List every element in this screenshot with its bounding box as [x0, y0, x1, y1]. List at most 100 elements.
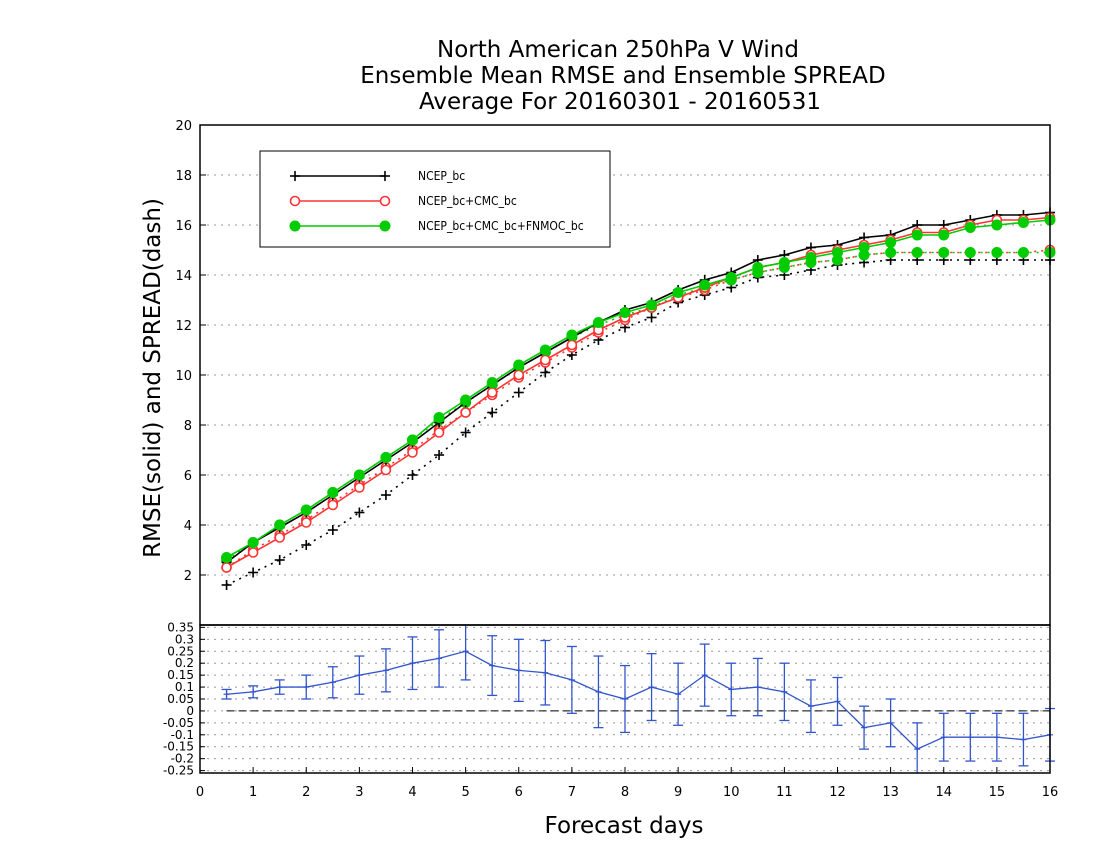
- series-rmse-ncep-bc-cmc-bc-fnmoc-bc-point: [407, 434, 418, 446]
- series-rmse-ncep-bc-cmc-bc-fnmoc-bc-point: [353, 469, 365, 481]
- difference-point: [276, 684, 283, 691]
- diff-y-tick-label: -0.25: [163, 764, 194, 778]
- difference-point: [223, 691, 230, 698]
- series-rmse-ncep-bc-cmc-bc-fnmoc-bc-point: [380, 452, 392, 463]
- series-spread-ncep-bc-cmc-bc-fnmoc-bc-point: [991, 247, 1003, 258]
- series-rmse-ncep-bc-cmc-bc-point: [247, 547, 259, 558]
- y-tick-label: 10: [175, 369, 192, 384]
- series-rmse-ncep-bc-cmc-bc-fnmoc-bc-point: [592, 317, 604, 328]
- difference-point: [568, 676, 575, 683]
- series-rmse-ncep-bc-cmc-bc-fnmoc-bc-point: [832, 247, 843, 258]
- x-tick-label: 7: [568, 785, 576, 800]
- series-rmse-ncep-bc-cmc-bc-point: [540, 354, 551, 366]
- series-rmse-ncep-bc-cmc-bc-point: [566, 339, 578, 351]
- legend-box: [259, 150, 611, 248]
- y-tick-label: 12: [175, 319, 192, 334]
- diff-y-tick-label: 0.1: [175, 680, 194, 694]
- difference-point: [436, 655, 443, 662]
- legend-marker: [380, 171, 390, 181]
- series-rmse-ncep-bc-cmc-bc-fnmoc-bc-point: [646, 299, 658, 311]
- difference-point: [834, 698, 841, 705]
- y-tick-label: 6: [184, 469, 192, 484]
- difference-point: [914, 746, 921, 753]
- series-rmse-ncep-bc-cmc-bc-fnmoc-bc-point: [778, 257, 790, 268]
- series-rmse-ncep-bc-cmc-bc-fnmoc-bc-point: [991, 219, 1003, 231]
- series-spread-ncep-bc-cmc-bc: [221, 244, 1056, 573]
- x-tick-label: 16: [1042, 785, 1059, 800]
- series-rmse-ncep-bc-cmc-bc-point: [300, 517, 312, 528]
- series-rmse-ncep-bc-cmc-bc-fnmoc-bc-point: [300, 504, 312, 516]
- series-spread-ncep-bc-point: [274, 555, 285, 565]
- x-tick-label: 9: [674, 785, 682, 800]
- difference-point: [542, 669, 549, 676]
- legend-entry: NCEP_bc+CMC_bc+FNMOC_bc: [289, 219, 584, 233]
- series-rmse-ncep-bc-cmc-bc-fnmoc-bc-point: [433, 412, 445, 423]
- difference-point: [409, 660, 416, 667]
- chart-title-line-1: North American 250hPa V Wind: [437, 37, 799, 63]
- difference-point: [754, 684, 761, 691]
- diff-y-tick-label: 0.3: [175, 632, 194, 646]
- x-tick-label: 2: [302, 785, 310, 800]
- diff-y-tick-label: 0: [186, 704, 194, 718]
- series-spread-ncep-bc-cmc-bc-fnmoc-bc: [221, 247, 1056, 566]
- series-rmse-ncep-bc-cmc-bc-point: [460, 407, 471, 418]
- series-rmse-ncep-bc-cmc-bc-fnmoc-bc-point: [274, 519, 286, 531]
- legend-marker: [379, 220, 391, 232]
- difference-point: [1020, 736, 1027, 743]
- difference-point: [595, 688, 602, 695]
- x-tick-label: 6: [515, 785, 523, 800]
- diff-y-tick-label: -0.1: [171, 728, 194, 742]
- series-spread-ncep-bc-cmc-bc-fnmoc-bc-point: [938, 247, 950, 258]
- x-tick-label: 13: [882, 785, 899, 800]
- y-tick-label: 4: [184, 519, 192, 534]
- series-rmse-ncep-bc: [221, 207, 1055, 568]
- diff-y-tick-label: -0.05: [163, 716, 194, 730]
- legend-entry: NCEP_bc: [290, 169, 465, 183]
- series-spread-ncep-bc-point: [221, 580, 232, 590]
- series-spread-ncep-bc-point: [513, 387, 524, 398]
- x-tick-label: 0: [196, 785, 204, 800]
- difference-point: [515, 667, 522, 674]
- series-rmse-ncep-bc-cmc-bc-fnmoc-bc-point: [247, 537, 259, 548]
- series-rmse-ncep-bc-cmc-bc-line: [226, 216, 1051, 569]
- series-rmse-ncep-bc-cmc-bc-fnmoc-bc-point: [911, 229, 923, 241]
- series-rmse-ncep-bc-cmc-bc-fnmoc-bc-point: [221, 552, 233, 563]
- chart-title-line-2: Ensemble Mean RMSE and Ensemble SPREAD: [360, 63, 885, 89]
- x-tick-label: 10: [723, 785, 740, 800]
- x-tick-label: 8: [621, 785, 629, 800]
- series-rmse-ncep-bc-cmc-bc-fnmoc-bc-point: [725, 272, 737, 283]
- difference-point: [382, 667, 389, 674]
- series-rmse-ncep-bc-cmc-bc-fnmoc-bc-point: [885, 237, 897, 248]
- difference-point: [489, 662, 496, 669]
- series-rmse-ncep-bc-cmc-bc-point: [221, 562, 232, 573]
- series-rmse-ncep-bc-cmc-bc-fnmoc-bc-point: [699, 279, 711, 291]
- difference-point: [967, 734, 974, 741]
- x-tick-label: 5: [461, 785, 469, 800]
- difference-point: [807, 703, 814, 710]
- chart-title-line-3: Average For 20160301 - 20160531: [419, 89, 821, 115]
- legend-label: NCEP_bc+CMC_bc: [418, 194, 517, 208]
- difference-point: [675, 691, 682, 698]
- x-tick-label: 11: [776, 785, 793, 800]
- legend-label: NCEP_bc: [418, 169, 465, 183]
- legend-label: NCEP_bc+CMC_bc+FNMOC_bc: [418, 219, 584, 233]
- series-spread-ncep-bc-point: [646, 312, 657, 323]
- difference-point: [462, 648, 469, 655]
- y-tick-label: 8: [184, 419, 192, 434]
- series-rmse-ncep-bc-line: [226, 211, 1051, 564]
- x-tick-label: 4: [408, 785, 416, 800]
- diff-y-tick-label: -0.2: [171, 752, 194, 766]
- x-tick-label: 12: [829, 785, 846, 800]
- diff-y-tick-label: -0.15: [163, 740, 194, 754]
- x-axis-label: Forecast days: [545, 813, 704, 839]
- series-rmse-ncep-bc-cmc-bc-fnmoc-bc: [221, 214, 1056, 563]
- series-rmse-ncep-bc-cmc-bc-point: [327, 499, 339, 511]
- difference-point: [781, 688, 788, 695]
- legend-marker: [379, 195, 391, 207]
- x-tick-label: 15: [989, 785, 1006, 800]
- diff-y-tick-label: 0.35: [167, 620, 194, 634]
- series-spread-ncep-bc-cmc-bc-fnmoc-bc-point: [911, 247, 923, 258]
- legend: NCEP_bc NCEP_bc+CMC_bc NCEP_bc+CMC_bc+FNMO…: [259, 150, 611, 248]
- diff-y-tick-label: 0.2: [175, 656, 194, 670]
